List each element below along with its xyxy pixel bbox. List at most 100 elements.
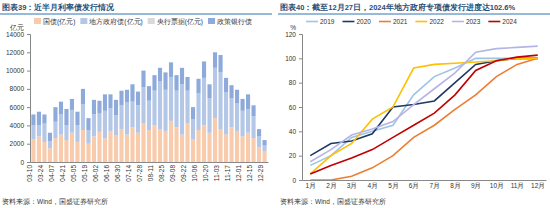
bar (191, 119, 195, 139)
axis-line (31, 162, 269, 163)
bar (158, 82, 162, 130)
tick: 12-01 (235, 165, 242, 182)
tick-mark (299, 131, 302, 132)
bar (229, 127, 233, 162)
bar (262, 146, 266, 151)
title-rule (278, 14, 550, 15)
bar (196, 93, 200, 130)
bar (152, 75, 156, 91)
tick: 11-17 (224, 165, 231, 182)
bar (136, 105, 140, 132)
bar (218, 55, 222, 72)
legend-item: 政策银行债 (208, 18, 252, 26)
bar (235, 90, 239, 104)
tick-mark (299, 58, 302, 59)
legend-label: 2024 (502, 18, 517, 25)
bar (125, 135, 129, 162)
tick-label: 04-21 (59, 165, 66, 182)
x-axis: 1月2月3月4月5月6月7月8月9月10月11月12月 (303, 181, 547, 189)
bar (152, 91, 156, 126)
bar (169, 121, 173, 162)
bar (147, 86, 151, 101)
tick-label: 09-08 (169, 165, 176, 182)
tick-label: 08-11 (147, 165, 154, 182)
bar (130, 102, 134, 128)
legend-swatch (34, 18, 41, 24)
bar (114, 100, 118, 116)
bar (224, 78, 228, 93)
tick-label: 12-01 (235, 165, 242, 182)
tick-label: 8月 (450, 182, 461, 189)
tick-label: 05-19 (81, 165, 88, 182)
tick-label: 10000 (6, 67, 24, 74)
legend-swatch (379, 21, 391, 23)
legend-swatch (452, 21, 464, 23)
tick: 10月 (490, 182, 504, 189)
y-axis: 020406080100120 (285, 31, 302, 184)
legend-swatch (342, 21, 354, 23)
tick: 6月 (409, 182, 420, 189)
tick-label: 06-16 (103, 165, 110, 182)
legend-item: 2024 (488, 18, 517, 25)
bar (53, 138, 57, 162)
legend-label: 政策银行债 (217, 18, 252, 26)
bar (251, 138, 255, 162)
tick-label: 03-10 (25, 165, 32, 182)
bar (174, 127, 178, 162)
tick-label: 120 (285, 31, 296, 38)
bar (202, 61, 206, 77)
tick: 10-06 (191, 165, 198, 182)
chart-container: 图表39：近半月利率债发行情况资料来源：Wind，国盛证券研究所亿元020004… (0, 0, 550, 208)
tick-label: 9月 (471, 182, 482, 189)
bar (141, 87, 145, 124)
bar (125, 90, 129, 103)
tick: 11月 (511, 182, 525, 189)
bar (37, 112, 41, 126)
tick: 6000 (10, 104, 30, 111)
bar (257, 147, 261, 162)
bar (42, 114, 46, 123)
bar (31, 114, 35, 125)
bar (229, 85, 233, 98)
tick: 100 (285, 55, 302, 62)
tick-label: 14000 (6, 31, 24, 38)
bar (86, 118, 90, 130)
tick-label: 6000 (10, 104, 25, 111)
bar (81, 104, 85, 130)
bar (81, 130, 85, 162)
tick: 12000 (6, 49, 30, 56)
tick-label: 40 (289, 128, 297, 135)
bar (202, 78, 206, 126)
bar (147, 101, 151, 130)
legend: 201920202021202220232024 (306, 18, 517, 25)
bar (262, 140, 266, 145)
legend-label: 2020 (356, 18, 371, 25)
bar (97, 114, 101, 132)
bar (196, 130, 200, 162)
bar (86, 144, 90, 162)
bar (180, 84, 184, 134)
bar (31, 125, 35, 139)
bar (136, 92, 140, 106)
tick-label: 4月 (367, 182, 378, 189)
tick: 7月 (430, 182, 441, 189)
bar (31, 139, 35, 162)
bar (81, 89, 85, 105)
tick: 10000 (6, 67, 30, 74)
tick-label: 12000 (6, 49, 24, 56)
bar (174, 91, 178, 128)
bar (218, 129, 222, 162)
tick-label: 12月 (531, 182, 545, 189)
tick-mark (27, 107, 30, 108)
tick-mark (27, 125, 30, 126)
bar (48, 133, 52, 141)
title: 图表40：截至12月27日，2024年地方政府专项债发行进度达102.6% (280, 2, 515, 12)
bar (246, 133, 250, 162)
legend-swatch (148, 18, 155, 24)
bar (240, 111, 244, 137)
plot-area (310, 46, 537, 180)
bar (207, 84, 211, 98)
tick-label: 10月 (490, 182, 504, 189)
legend-label: 2023 (466, 18, 481, 25)
legend-item: 地方政府债(亿元) (80, 18, 142, 26)
